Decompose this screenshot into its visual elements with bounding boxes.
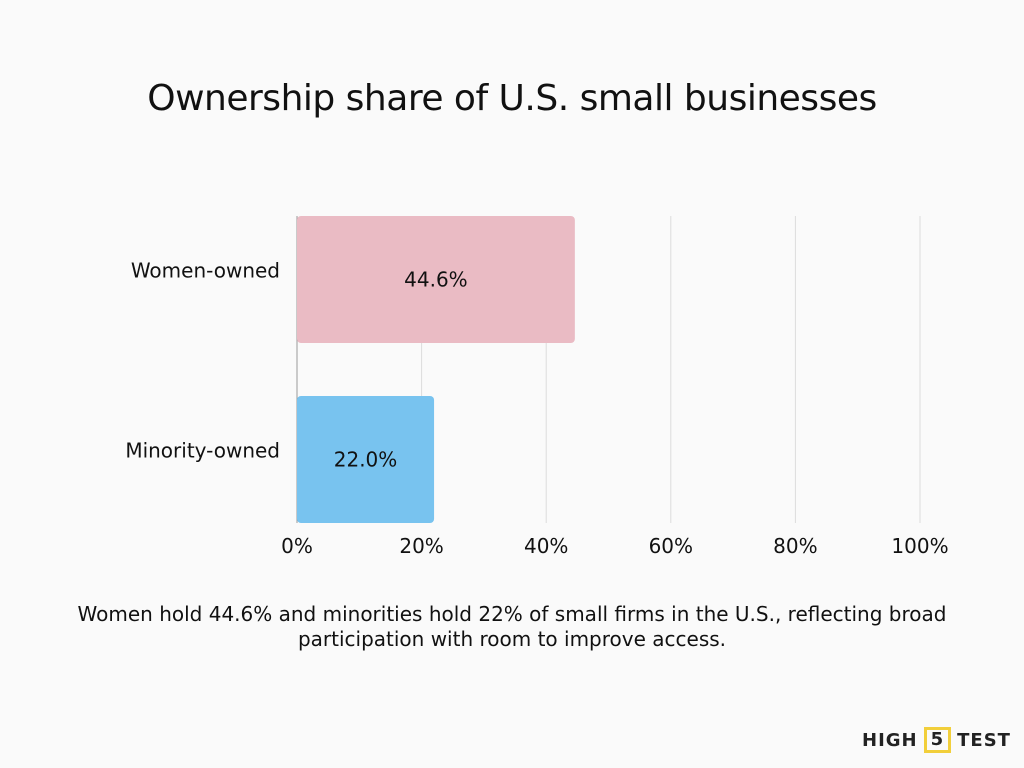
x-tick-label: 60% [649, 534, 693, 558]
x-tick-label: 20% [399, 534, 443, 558]
logo-text-test: TEST [957, 729, 1011, 751]
bar-chart: 0% 20% 40% 60% 80% 100% 44.6% Women-owned 22.0% M… [125, 216, 949, 558]
high5test-logo: HIGH 5 TEST [862, 727, 1011, 753]
chart-caption: Women hold 44.6% and minorities hold 22%… [77, 602, 947, 651]
logo-text-high: HIGH [862, 729, 918, 751]
bar-minority-owned [297, 396, 435, 523]
x-tick-label: 0% [281, 534, 313, 558]
bar-data-label: 44.6% [404, 268, 468, 292]
bar-women-owned [297, 216, 575, 343]
logo-text-5: 5 [923, 727, 952, 753]
y-category-label: Minority-owned [125, 439, 280, 463]
x-tick-label: 80% [773, 534, 817, 558]
x-tick-label: 100% [891, 534, 948, 558]
bar-data-label: 22.0% [334, 448, 398, 472]
y-category-label: Women-owned [131, 259, 280, 283]
chart-title: Ownership share of U.S. small businesses [147, 78, 877, 119]
x-tick-label: 40% [524, 534, 568, 558]
